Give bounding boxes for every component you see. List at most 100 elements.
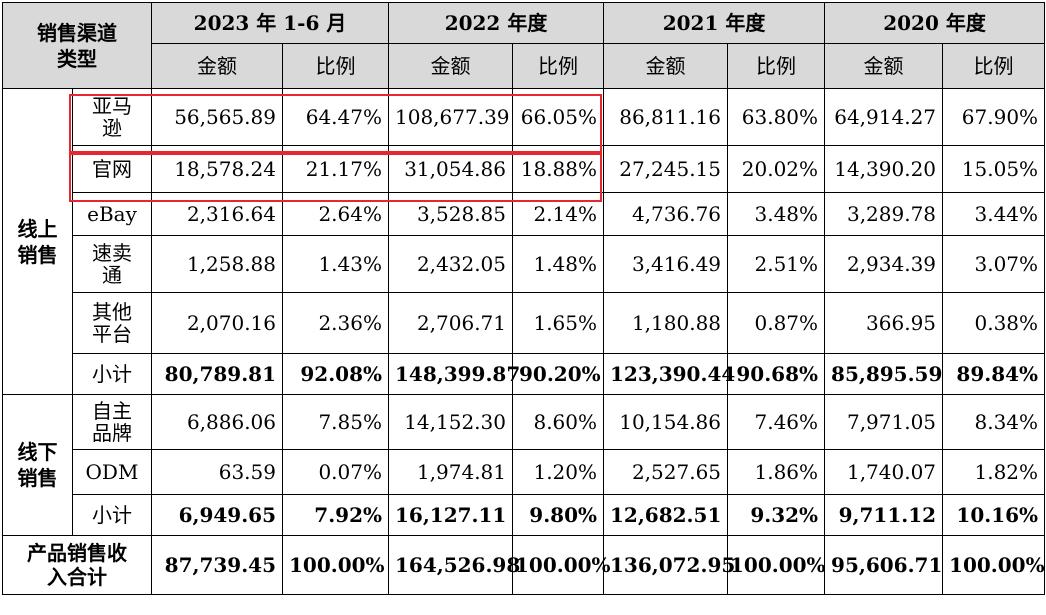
cell-amount-2020: 64,914.27 bbox=[824, 88, 944, 146]
header-ratio: 比例 bbox=[942, 43, 1046, 89]
header-amount: 金额 bbox=[388, 43, 513, 89]
channel-label: 自主 品牌 bbox=[72, 394, 152, 450]
cell-ratio-2021: 3.48% bbox=[727, 192, 826, 236]
cell-amount-2022: 2,432.05 bbox=[388, 235, 513, 293]
cell-ratio-2023h1: 21.17% bbox=[282, 145, 389, 193]
channel-label-line2: 平台 bbox=[92, 322, 132, 346]
cell-ratio-2021: 20.02% bbox=[727, 145, 826, 193]
header-amount: 金额 bbox=[603, 43, 729, 89]
cell-amount-2020: 9,711.12 bbox=[824, 494, 944, 536]
cell-ratio-2020: 10.16% bbox=[942, 494, 1046, 536]
sales-channel-table: 销售渠道 类型 2023 年 1-6 月 2022 年度 2021 年度 202… bbox=[2, 2, 1046, 595]
header-row-years: 销售渠道 类型 2023 年 1-6 月 2022 年度 2021 年度 202… bbox=[2, 2, 1046, 89]
cell-amount-2022: 1,974.81 bbox=[388, 449, 513, 495]
cell-ratio-2022: 9.80% bbox=[511, 494, 605, 536]
cell-ratio-2022: 66.05% bbox=[511, 88, 605, 146]
cell-ratio-2023h1: 100.00% bbox=[282, 535, 389, 595]
cell-ratio-2023h1: 0.07% bbox=[282, 449, 389, 495]
cell-ratio-2021: 7.46% bbox=[727, 394, 826, 450]
channel-label-line1: 速卖 bbox=[92, 241, 132, 265]
channel-label-line2: 通 bbox=[102, 263, 122, 287]
cell-amount-2020: 7,971.05 bbox=[824, 394, 944, 450]
channel-label: 官网 bbox=[72, 145, 152, 193]
cell-ratio-2020: 15.05% bbox=[942, 145, 1046, 193]
cell-ratio-2023h1: 64.47% bbox=[282, 88, 389, 146]
cell-amount-2023h1: 80,789.81 bbox=[151, 353, 283, 395]
cell-amount-2022: 31,054.86 bbox=[388, 145, 513, 193]
cell-ratio-2023h1: 2.36% bbox=[282, 292, 389, 354]
cell-amount-2023h1: 6,949.65 bbox=[151, 494, 283, 536]
cell-amount-2021: 3,416.49 bbox=[603, 235, 729, 293]
cell-amount-2020: 2,934.39 bbox=[824, 235, 944, 293]
cell-amount-2020: 1,740.07 bbox=[824, 449, 944, 495]
cell-amount-2023h1: 6,886.06 bbox=[151, 394, 283, 450]
cell-amount-2022: 164,526.98 bbox=[388, 535, 520, 595]
cell-amount-2021: 12,682.51 bbox=[603, 494, 729, 536]
cell-ratio-2022: 1.20% bbox=[511, 449, 605, 495]
channel-label: 速卖 通 bbox=[72, 235, 152, 293]
cell-amount-2021: 4,736.76 bbox=[603, 192, 729, 236]
cell-ratio-2020: 3.07% bbox=[942, 235, 1046, 293]
cell-ratio-2021: 9.32% bbox=[727, 494, 826, 536]
cell-amount-2021: 10,154.86 bbox=[603, 394, 729, 450]
cell-amount-2022: 3,528.85 bbox=[388, 192, 513, 236]
cell-amount-2023h1: 2,070.16 bbox=[151, 292, 283, 354]
subtotal-label: 小计 bbox=[72, 353, 152, 395]
cell-amount-2021: 86,811.16 bbox=[603, 88, 729, 146]
cell-amount-2023h1: 63.59 bbox=[151, 449, 283, 495]
cell-amount-2022: 2,706.71 bbox=[388, 292, 513, 354]
header-year-2021: 2021 年度 bbox=[603, 2, 826, 44]
cell-amount-2023h1: 18,578.24 bbox=[151, 145, 283, 193]
cell-amount-2021: 136,072.95 bbox=[603, 535, 735, 595]
channel-label-line1: 亚马 bbox=[92, 94, 132, 118]
cell-amount-2023h1: 56,565.89 bbox=[151, 88, 283, 146]
table-row-amazon: 线上 销售 亚马 逊 56,565.89 64.47% 108,677.39 6… bbox=[2, 88, 1046, 395]
header-ratio: 比例 bbox=[511, 43, 605, 89]
cell-amount-2020: 366.95 bbox=[824, 292, 944, 354]
channel-label-line2: 逊 bbox=[102, 116, 122, 140]
cell-ratio-2021: 90.68% bbox=[727, 353, 826, 395]
table-row-ebay: eBay 2,316.64 2.64% 3,528.85 2.14% 4,736… bbox=[3, 192, 1046, 236]
channel-label-line1: 自主 bbox=[92, 399, 132, 423]
cell-ratio-2020: 0.38% bbox=[942, 292, 1046, 354]
group-online-line1: 线上 bbox=[17, 216, 58, 241]
total-label-line2: 入合计 bbox=[47, 565, 107, 589]
cell-amount-2023h1: 87,739.45 bbox=[151, 535, 283, 595]
header-amount: 金额 bbox=[824, 43, 944, 89]
header-row-metrics: 金额 比例 金额 比例 金额 比例 金额 比例 bbox=[3, 43, 1046, 89]
cell-amount-2020: 14,390.20 bbox=[824, 145, 944, 193]
header-year-2023h1: 2023 年 1-6 月 bbox=[151, 2, 389, 44]
header-channel-type: 销售渠道 类型 bbox=[2, 2, 152, 89]
cell-ratio-2023h1: 2.64% bbox=[282, 192, 389, 236]
cell-amount-2022: 148,399.87 bbox=[388, 353, 520, 395]
cell-ratio-2022: 90.20% bbox=[511, 353, 605, 395]
cell-ratio-2023h1: 7.92% bbox=[282, 494, 389, 536]
cell-ratio-2023h1: 92.08% bbox=[282, 353, 389, 395]
header-channel-type-line2: 类型 bbox=[57, 46, 97, 71]
cell-ratio-2021: 1.86% bbox=[727, 449, 826, 495]
cell-ratio-2020: 100.00% bbox=[942, 535, 1046, 595]
channel-label-line1: 其他 bbox=[92, 300, 132, 324]
total-label-line1: 产品销售收 bbox=[27, 541, 127, 565]
cell-amount-2022: 108,677.39 bbox=[388, 88, 513, 146]
group-offline-line2: 销售 bbox=[17, 466, 58, 490]
cell-ratio-2020: 3.44% bbox=[942, 192, 1046, 236]
cell-amount-2023h1: 2,316.64 bbox=[151, 192, 283, 236]
header-year-2020: 2020 年度 bbox=[824, 2, 1046, 44]
cell-ratio-2021: 63.80% bbox=[727, 88, 826, 146]
table-row-aliexpress: 速卖 通 1,258.88 1.43% 2,432.05 1.48% 3,416… bbox=[3, 235, 1046, 293]
cell-amount-2021: 27,245.15 bbox=[603, 145, 729, 193]
cell-amount-2021: 2,527.65 bbox=[603, 449, 729, 495]
total-label: 产品销售收 入合计 bbox=[2, 535, 152, 595]
cell-ratio-2021: 0.87% bbox=[727, 292, 826, 354]
cell-ratio-2022: 18.88% bbox=[511, 145, 605, 193]
cell-ratio-2022: 1.48% bbox=[511, 235, 605, 293]
cell-ratio-2022: 100.00% bbox=[511, 535, 611, 595]
table-row-odm: ODM 63.59 0.07% 1,974.81 1.20% 2,527.65 … bbox=[3, 449, 1046, 495]
header-ratio: 比例 bbox=[727, 43, 826, 89]
cell-ratio-2020: 67.90% bbox=[942, 88, 1046, 146]
cell-ratio-2020: 1.82% bbox=[942, 449, 1046, 495]
cell-ratio-2022: 8.60% bbox=[511, 394, 605, 450]
cell-ratio-2022: 2.14% bbox=[511, 192, 605, 236]
channel-label: 其他 平台 bbox=[72, 292, 152, 354]
